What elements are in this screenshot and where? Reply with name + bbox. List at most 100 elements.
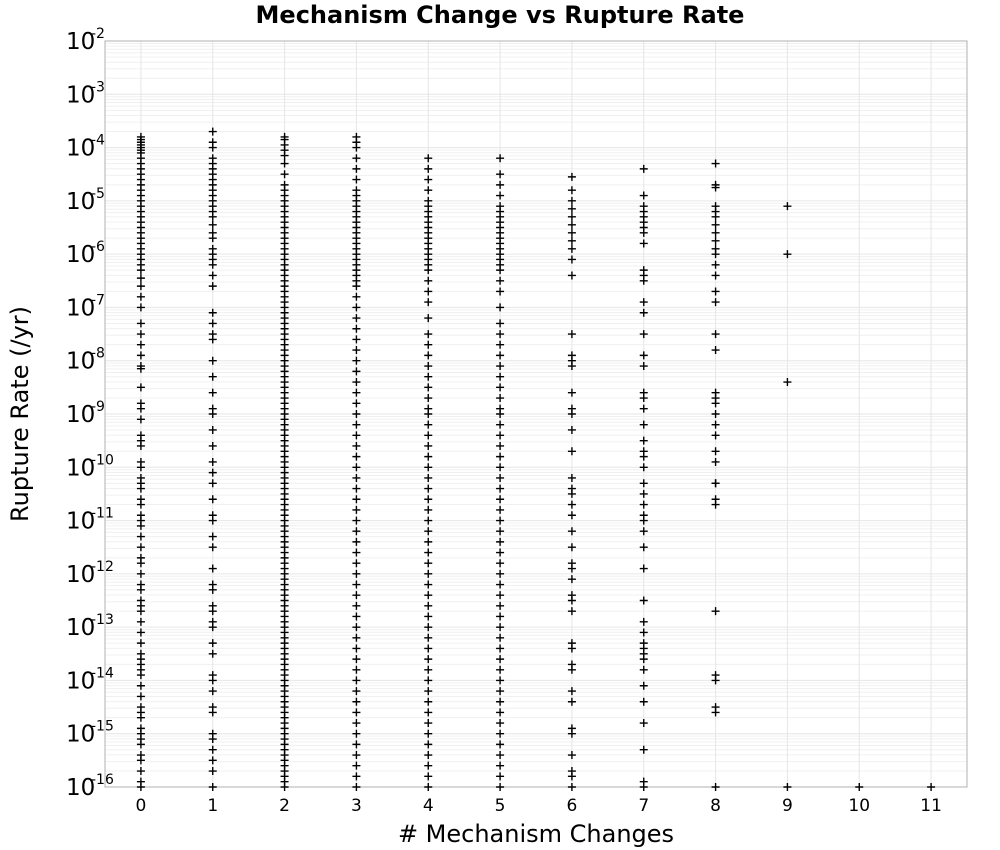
data-point [352, 410, 361, 418]
data-point [639, 191, 648, 200]
data-point [352, 175, 361, 184]
data-point [424, 516, 433, 525]
data-point [136, 543, 145, 552]
data-point [711, 228, 720, 237]
data-point [639, 228, 648, 237]
data-point [639, 452, 648, 461]
data-point [136, 463, 145, 472]
data-point [424, 431, 433, 440]
data-point [567, 772, 576, 781]
y-tick-label: 10 [66, 29, 95, 55]
data-point [567, 410, 576, 418]
data-point [424, 351, 433, 360]
data-point [496, 372, 505, 381]
data-point [639, 436, 648, 445]
data-point [208, 516, 217, 525]
data-point [424, 330, 433, 339]
data-point [496, 383, 505, 392]
data-point [567, 783, 576, 791]
data-point [424, 266, 433, 275]
data-point [208, 356, 217, 365]
data-point [639, 276, 648, 285]
data-point [496, 420, 505, 429]
data-point [136, 330, 145, 339]
y-tick-exponent: -16 [91, 772, 114, 788]
data-point [352, 633, 361, 642]
data-point [352, 431, 361, 440]
data-point [424, 644, 433, 653]
y-tick-exponent: -13 [91, 612, 114, 628]
data-point [208, 425, 217, 434]
y-tick-label: 10 [66, 189, 95, 215]
data-point [136, 692, 145, 701]
data-point [711, 271, 720, 280]
data-point [496, 751, 505, 760]
data-point [136, 364, 145, 373]
data-point [424, 719, 433, 728]
data-point [136, 404, 145, 413]
data-point [567, 212, 576, 221]
data-point [496, 473, 505, 482]
data-point [208, 282, 217, 291]
data-point [136, 292, 145, 301]
data-point [639, 479, 648, 488]
y-tick-label: 10 [66, 455, 95, 481]
data-point [208, 308, 217, 317]
data-point [352, 356, 361, 365]
data-point [352, 324, 361, 333]
data-point [424, 655, 433, 664]
data-point [352, 441, 361, 450]
y-tick-exponent: -9 [91, 399, 105, 415]
data-point [352, 729, 361, 738]
data-point [567, 425, 576, 434]
data-point [496, 612, 505, 621]
data-point [352, 580, 361, 589]
data-point [496, 719, 505, 728]
data-point [496, 783, 505, 791]
data-point [424, 186, 433, 195]
data-point [496, 559, 505, 568]
data-point [496, 484, 505, 493]
data-point [496, 527, 505, 536]
data-point [567, 697, 576, 706]
data-point [136, 713, 145, 722]
y-tick-label: 10 [66, 402, 95, 428]
y-tick-label: 10 [66, 242, 95, 268]
data-point [352, 335, 361, 344]
data-point [136, 559, 145, 568]
data-point [496, 351, 505, 360]
y-tick-label: 10 [66, 295, 95, 321]
data-point [496, 505, 505, 514]
data-point [424, 559, 433, 568]
data-point [639, 681, 648, 690]
data-point [424, 314, 433, 323]
data-point [424, 175, 433, 184]
data-point [352, 569, 361, 578]
data-point [639, 617, 648, 626]
x-tick-label: 4 [423, 796, 434, 816]
data-point [639, 362, 648, 371]
data-point [424, 383, 433, 392]
data-point [424, 505, 433, 514]
y-tick-label: 10 [66, 615, 95, 641]
data-point [496, 410, 505, 418]
data-point [280, 783, 289, 791]
data-point [639, 308, 648, 317]
data-point [496, 740, 505, 749]
data-point [136, 319, 145, 328]
y-tick-exponent: -12 [91, 559, 114, 575]
data-point [639, 516, 648, 525]
data-point [352, 644, 361, 653]
data-point [424, 783, 433, 791]
data-point [711, 298, 720, 307]
data-point [136, 500, 145, 509]
data-point [136, 351, 145, 360]
data-point [208, 639, 217, 648]
data-point [136, 532, 145, 541]
data-point [208, 532, 217, 541]
data-point [136, 303, 145, 312]
data-point [567, 447, 576, 456]
data-point [208, 735, 217, 744]
data-point [567, 489, 576, 498]
data-point [352, 495, 361, 504]
